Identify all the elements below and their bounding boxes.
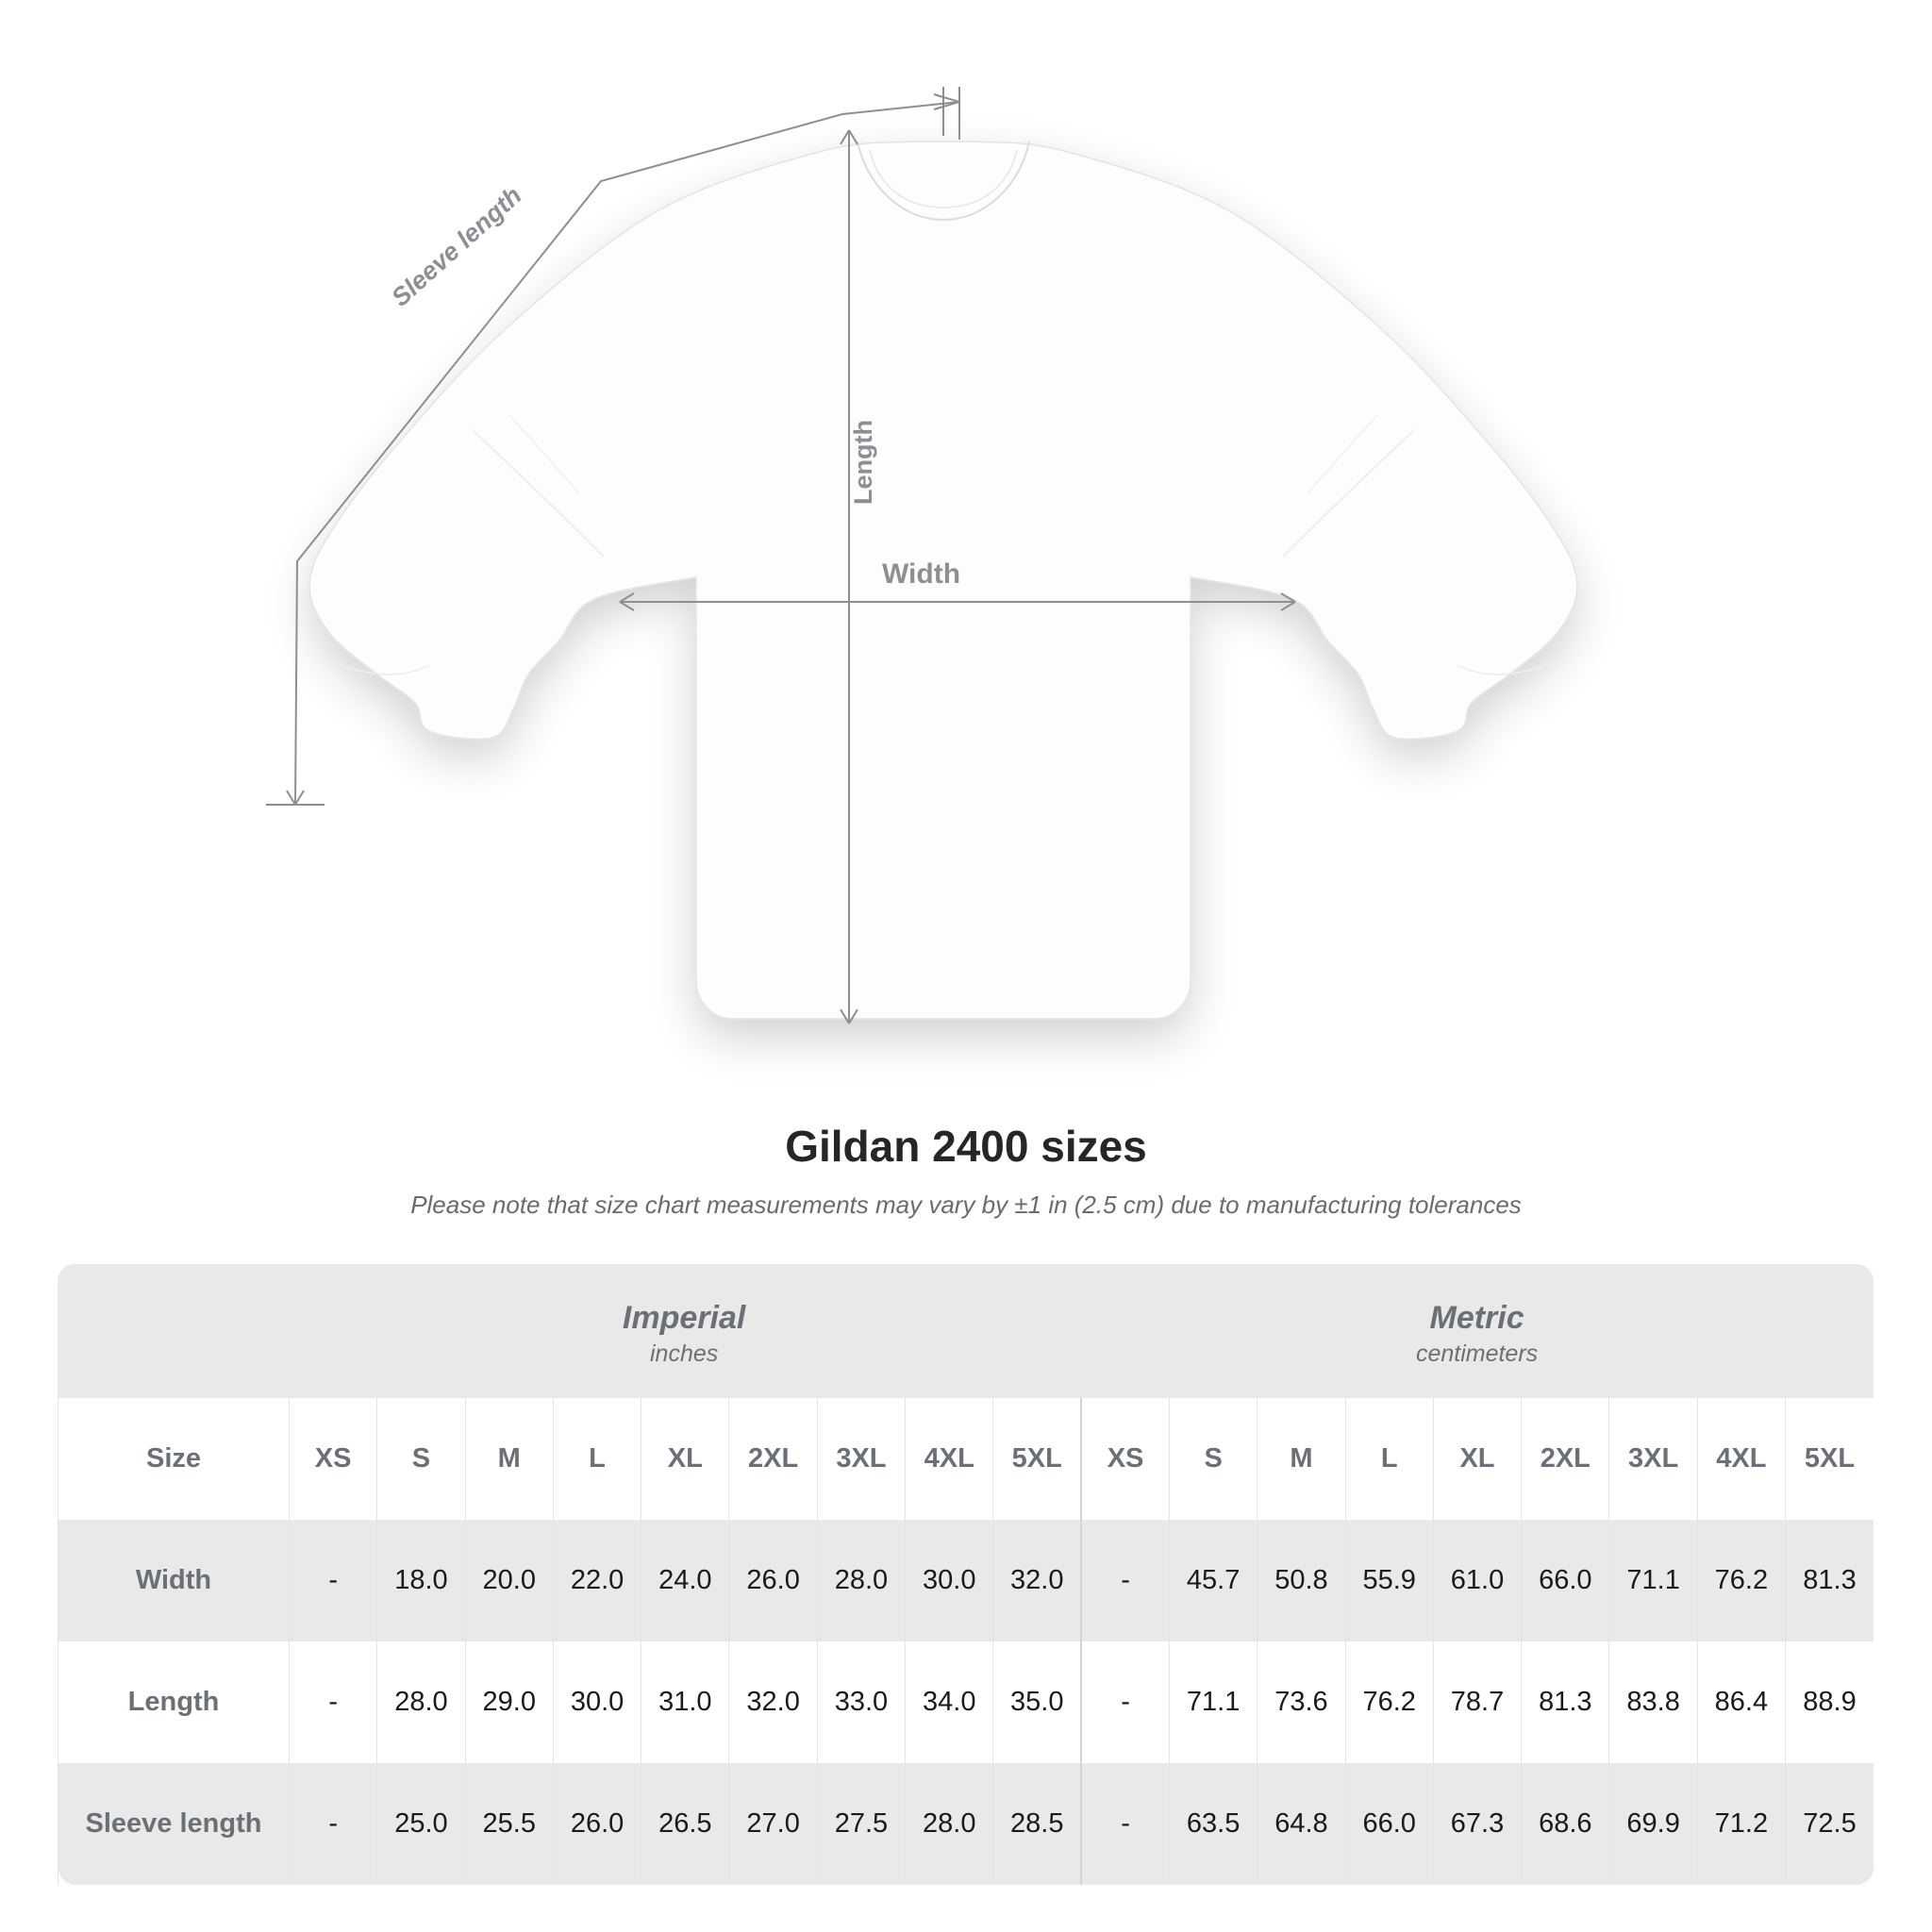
svg-text:Sleeve length: Sleeve length xyxy=(386,181,526,312)
svg-text:Length: Length xyxy=(849,420,877,505)
svg-text:Width: Width xyxy=(882,558,960,590)
